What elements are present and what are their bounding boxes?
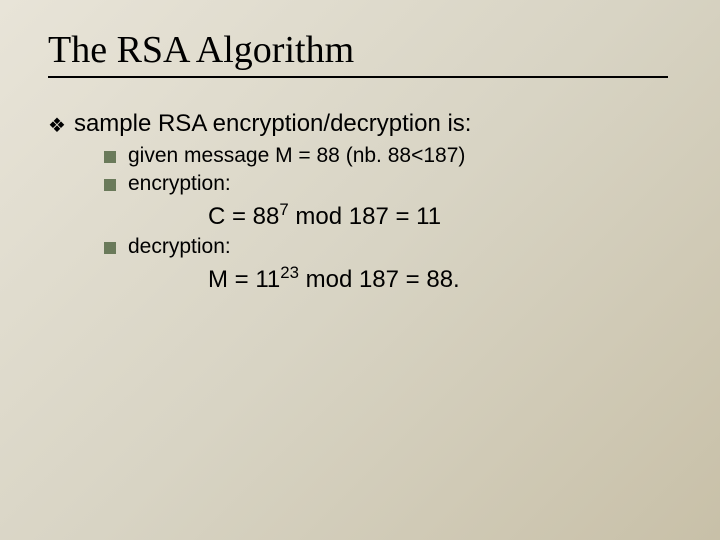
square-bullet-icon <box>104 151 116 163</box>
formula-c-prefix: C = 88 <box>208 203 279 230</box>
sub-list: given message M = 88 (nb. 88<187) encryp… <box>104 144 672 294</box>
formula-m-suffix: mod 187 = 88. <box>299 266 460 293</box>
sub-item-text: encryption: <box>128 172 231 196</box>
formula-c-suffix: mod 187 = 11 <box>289 203 441 230</box>
sub-item-given: given message M = 88 (nb. 88<187) <box>104 144 672 168</box>
formula-m-prefix: M = 11 <box>208 266 280 293</box>
title-underline <box>48 76 668 78</box>
sub-item-decryption: decryption: <box>104 235 672 259</box>
sub-item-encryption: encryption: <box>104 172 672 196</box>
sub-item-text: given message M = 88 (nb. 88<187) <box>128 144 465 168</box>
formula-m-sup: 23 <box>280 263 299 282</box>
sub-item-text: decryption: <box>128 235 231 259</box>
main-bullet-row: ❖ sample RSA encryption/decryption is: <box>48 110 672 138</box>
formula-decryption: M = 1123 mod 187 = 88. <box>208 263 672 294</box>
formula-encryption: C = 887 mod 187 = 11 <box>208 200 672 231</box>
square-bullet-icon <box>104 242 116 254</box>
slide-title: The RSA Algorithm <box>48 28 672 72</box>
diamond-bullet-icon: ❖ <box>48 113 66 138</box>
square-bullet-icon <box>104 179 116 191</box>
slide: The RSA Algorithm ❖ sample RSA encryptio… <box>0 0 720 326</box>
main-bullet-text: sample RSA encryption/decryption is: <box>74 110 472 138</box>
formula-c-sup: 7 <box>279 200 288 219</box>
